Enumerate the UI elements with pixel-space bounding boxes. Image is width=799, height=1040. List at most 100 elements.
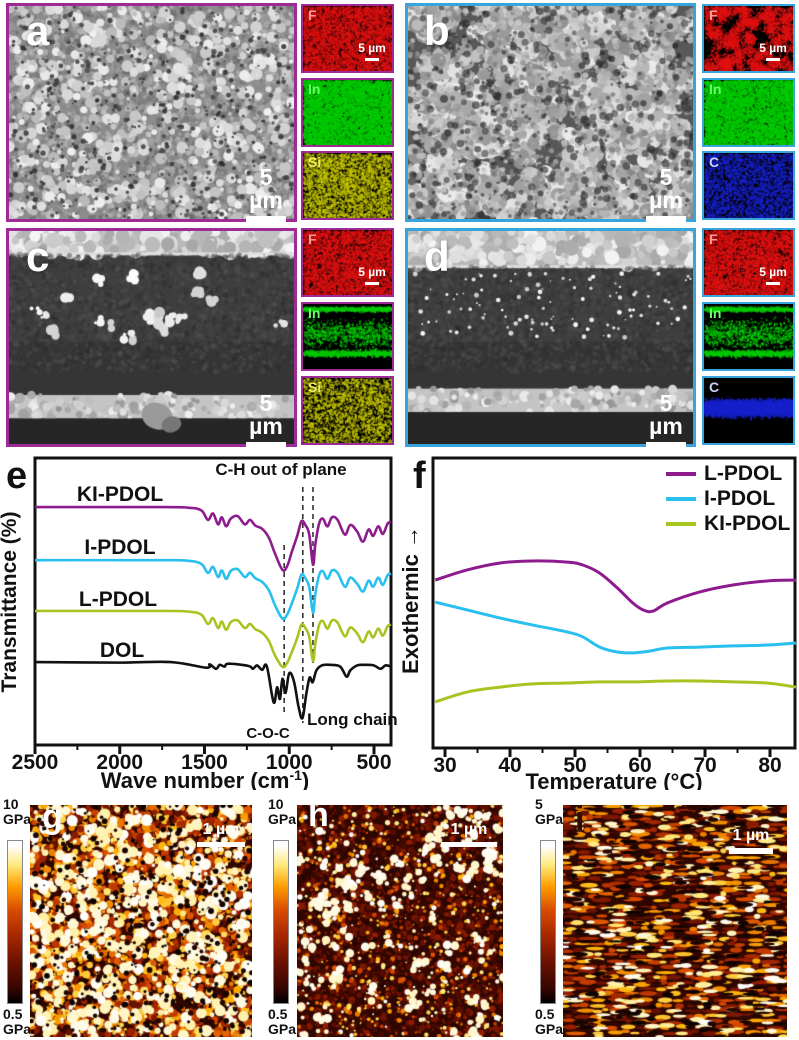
- panel-i-letter: i: [575, 800, 585, 838]
- panel-c-scalebar: 5 µm: [240, 392, 292, 449]
- afm-i-cbar-bottom: 0.5 GPa: [535, 1006, 563, 1037]
- eds-c-scale-rule: [365, 282, 379, 285]
- dsc-x-tick-label: 30: [433, 754, 456, 777]
- eds-a-In-label: In: [308, 81, 321, 97]
- panel-h-scalebar: 1 µm: [440, 822, 498, 847]
- eds-map-a-In: [303, 80, 392, 145]
- sem-image-c: [9, 231, 294, 444]
- panel-a-scale-rule: [246, 216, 286, 223]
- panel-b-scale-text: 5 µm: [649, 164, 683, 213]
- ftir-x-tick-label: 2500: [12, 751, 59, 774]
- afm-i-cbar-top-unit: GPa: [535, 811, 564, 828]
- ftir-x-axis-label: Wave number (cm-1): [101, 767, 309, 790]
- panel-b-scalebar: 5 µm: [640, 166, 692, 223]
- eds-d-scalebar: 5 µm: [757, 266, 789, 285]
- ftir-curve-ki-pdol: [34, 505, 392, 572]
- ftir-x-tick-label: 1500: [181, 751, 228, 774]
- ftir-series-label-i-pdol: I-PDOL: [84, 536, 155, 559]
- afm-i-cbar-bottom-value: 0.5: [535, 1006, 555, 1022]
- ftir-curve-dol: [34, 660, 392, 720]
- ftir-annotation-long-chain: Long chain: [307, 710, 398, 729]
- panel-c-sem: [6, 228, 297, 447]
- dsc-curve-l-pdol: [434, 559, 797, 614]
- eds-map-b-In: [704, 80, 793, 145]
- eds-d-In-label: In: [709, 305, 722, 321]
- panel-i-afm: [563, 805, 787, 1037]
- eds-a-Si-label: Si: [308, 154, 322, 170]
- panel-d-letter: d: [424, 233, 450, 280]
- dsc-legend-label-i-pdol: I-PDOL: [704, 487, 775, 510]
- panel-c-eds-Si: Si: [301, 376, 394, 445]
- eds-b-In-label: In: [709, 81, 722, 97]
- panel-d-scale-text: 5 µm: [649, 390, 683, 439]
- eds-d-scale-text: 5 µm: [759, 265, 787, 279]
- eds-b-F-label: F: [709, 7, 718, 23]
- eds-b-scale-text: 5 µm: [759, 41, 787, 55]
- dsc-x-tick-label: 40: [498, 754, 521, 777]
- panel-d-sem: [405, 228, 696, 447]
- eds-b-C-label: C: [709, 154, 720, 170]
- afm-g-cbar-bottom-unit: GPa: [3, 1021, 32, 1038]
- afm-h-cbar-top: 10 GPa: [268, 796, 297, 828]
- dsc-x-axis-label: Temperature (°C): [525, 769, 702, 790]
- ftir-annotation-ch-out-of-plane: C-H out of plane: [215, 460, 346, 479]
- panel-e-letter: e: [6, 455, 28, 497]
- eds-map-c-Si: [303, 378, 392, 443]
- panel-i-scale-text: 1 µm: [732, 827, 770, 844]
- afm-g-cbar-top-value: 10: [3, 796, 19, 812]
- ftir-series-label-ki-pdol: KI-PDOL: [77, 483, 164, 506]
- dsc-y-axis-label: Exothermic →: [400, 526, 423, 674]
- afm-i-cbar-top: 5 GPa: [535, 796, 564, 828]
- panel-a-eds-In: In: [301, 78, 394, 147]
- ftir-curve-l-pdol: [34, 609, 392, 669]
- dsc-curve-i-pdol: [434, 600, 797, 655]
- dsc-plot-frame: [431, 456, 797, 750]
- afm-h-cbar-bottom-value: 0.5: [268, 1006, 288, 1022]
- sem-image-d: [408, 231, 693, 444]
- dsc-x-tick-label: 70: [693, 754, 716, 777]
- panel-c-scale-rule: [246, 442, 286, 449]
- panel-d-scale-rule: [646, 442, 686, 449]
- ftir-series-label-dol: DOL: [100, 639, 145, 662]
- eds-c-In-label: In: [308, 305, 321, 321]
- eds-a-scalebar: 5 µm: [356, 42, 388, 61]
- eds-d-scale-rule: [766, 282, 780, 285]
- afm-g-cbar-top-unit: GPa: [3, 811, 32, 828]
- panel-a-eds-Si: Si: [301, 151, 394, 220]
- panel-g-scale-text: 1 µm: [202, 821, 240, 838]
- panel-b-eds-In: In: [702, 78, 795, 147]
- panel-b-eds-C: C: [702, 151, 795, 220]
- panel-c-letter: c: [26, 233, 50, 280]
- ftir-curve-i-pdol: [34, 558, 392, 621]
- ftir-x-tick-label: 500: [356, 751, 391, 774]
- afm-g-cbar-bottom: 0.5 GPa: [3, 1006, 32, 1038]
- panel-g-letter: g: [42, 798, 63, 836]
- afm-i-colorbar: [540, 840, 556, 1004]
- panel-b-eds-F: F 5 µm: [702, 4, 795, 73]
- afm-h-cbar-bottom: 0.5 GPa: [268, 1006, 296, 1037]
- eds-a-F-label: F: [308, 7, 317, 23]
- ftir-x-tick-label: 1000: [266, 751, 313, 774]
- panel-i-scale-rule: [729, 848, 773, 854]
- afm-h-cbar-top-unit: GPa: [268, 811, 297, 828]
- afm-h-colorbar: [273, 840, 289, 1004]
- afm-h-cbar-top-value: 10: [268, 796, 284, 812]
- panel-d-eds-C: C: [702, 376, 795, 445]
- ftir-x-tick-label: 2000: [96, 751, 143, 774]
- panel-h-letter: h: [308, 796, 329, 834]
- panel-b-scale-rule: [646, 216, 686, 223]
- eds-a-scale-rule: [365, 58, 379, 61]
- afm-i-cbar-top-value: 5: [535, 796, 543, 812]
- panel-i-scalebar: 1 µm: [727, 828, 775, 854]
- eds-c-scalebar: 5 µm: [356, 266, 388, 285]
- sem-image-a: [9, 6, 294, 219]
- eds-c-scale-text: 5 µm: [358, 265, 386, 279]
- panel-g-scalebar: 1 µm: [195, 822, 247, 847]
- panel-b-letter: b: [424, 7, 450, 54]
- panel-c-eds-In: In: [301, 302, 394, 371]
- panel-a-letter: a: [26, 7, 50, 54]
- eds-a-scale-text: 5 µm: [358, 41, 386, 55]
- eds-b-scale-rule: [766, 58, 780, 61]
- ftir-series-label-l-pdol: L-PDOL: [79, 588, 157, 611]
